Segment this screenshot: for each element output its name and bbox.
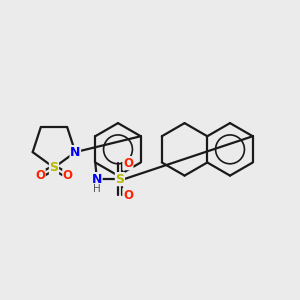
- Text: S: S: [50, 161, 58, 174]
- Text: N: N: [70, 146, 80, 159]
- Text: S: S: [116, 172, 124, 186]
- Text: O: O: [35, 169, 45, 182]
- Text: N: N: [92, 172, 102, 186]
- Text: O: O: [123, 189, 133, 202]
- Text: O: O: [123, 157, 133, 169]
- Text: O: O: [63, 169, 73, 182]
- Text: H: H: [93, 184, 101, 194]
